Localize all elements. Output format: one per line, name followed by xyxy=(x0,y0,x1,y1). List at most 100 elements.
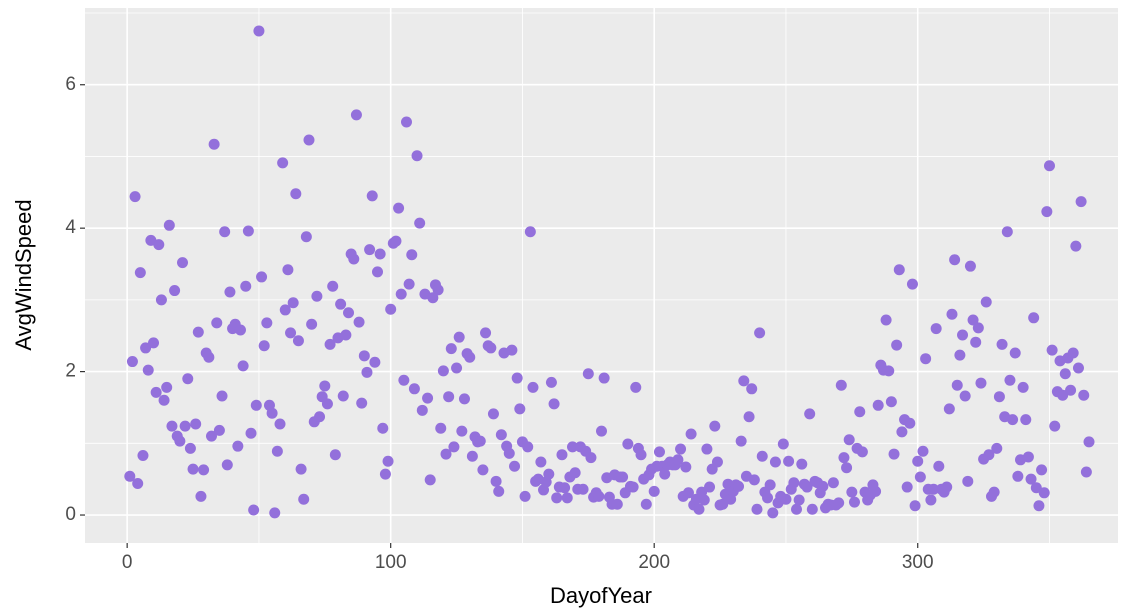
point xyxy=(395,288,407,300)
point xyxy=(198,464,210,476)
point xyxy=(933,460,945,472)
point xyxy=(680,461,692,473)
point xyxy=(685,428,697,440)
point xyxy=(1017,381,1029,393)
x-tick-label: 200 xyxy=(638,552,670,573)
point xyxy=(285,327,297,339)
point xyxy=(324,338,336,350)
point xyxy=(1028,312,1040,324)
point xyxy=(917,445,929,457)
point xyxy=(611,498,623,510)
point xyxy=(266,407,278,419)
point xyxy=(503,447,515,459)
point xyxy=(340,329,352,341)
point xyxy=(788,477,800,489)
point xyxy=(848,496,860,508)
point xyxy=(743,411,755,423)
point xyxy=(1022,451,1034,463)
point xyxy=(870,485,882,497)
point xyxy=(137,450,149,462)
point xyxy=(258,340,270,352)
point xyxy=(993,391,1005,403)
point xyxy=(914,471,926,483)
point xyxy=(764,479,776,491)
point xyxy=(427,292,439,304)
point xyxy=(1012,470,1024,482)
point xyxy=(545,376,557,388)
point xyxy=(635,449,647,461)
point xyxy=(930,323,942,335)
point xyxy=(440,448,452,460)
point xyxy=(414,217,426,229)
point xyxy=(382,455,394,467)
point xyxy=(920,353,932,365)
point xyxy=(754,327,766,339)
point xyxy=(891,339,903,351)
point xyxy=(245,427,257,439)
point xyxy=(717,498,729,510)
point xyxy=(762,492,774,504)
point xyxy=(451,362,463,374)
point xyxy=(783,455,795,467)
point xyxy=(1057,389,1069,401)
point xyxy=(559,482,571,494)
point xyxy=(704,481,716,493)
point xyxy=(287,297,299,309)
point xyxy=(551,492,563,504)
point xyxy=(885,396,897,408)
point xyxy=(711,456,723,468)
point xyxy=(393,202,405,214)
point xyxy=(806,503,818,515)
point xyxy=(398,374,410,386)
point xyxy=(567,441,579,453)
point xyxy=(767,507,779,519)
point xyxy=(140,342,152,354)
point xyxy=(928,483,940,495)
point xyxy=(1046,344,1058,356)
point xyxy=(350,109,362,121)
point xyxy=(192,326,204,338)
point xyxy=(943,403,955,415)
point xyxy=(435,422,447,434)
point xyxy=(1049,420,1061,432)
point xyxy=(271,445,283,457)
point xyxy=(1059,368,1071,380)
point xyxy=(675,443,687,455)
point xyxy=(240,280,252,292)
point xyxy=(596,425,607,437)
point xyxy=(445,343,457,355)
point xyxy=(1007,414,1019,426)
point xyxy=(282,264,294,276)
point xyxy=(996,338,1008,350)
point xyxy=(1065,384,1077,396)
point xyxy=(134,267,146,279)
point xyxy=(527,381,539,393)
point xyxy=(400,116,412,128)
point xyxy=(169,285,181,297)
point xyxy=(158,394,170,406)
point xyxy=(983,449,995,461)
point xyxy=(1083,436,1095,448)
point xyxy=(174,435,186,447)
point xyxy=(751,503,763,515)
point xyxy=(653,446,665,458)
point xyxy=(817,480,829,492)
y-tick-label: 4 xyxy=(65,217,76,238)
panel xyxy=(85,8,1118,543)
point xyxy=(777,438,789,450)
point xyxy=(372,266,384,278)
point xyxy=(269,507,281,519)
point xyxy=(300,231,312,243)
point xyxy=(364,244,376,256)
point xyxy=(648,485,660,497)
point xyxy=(904,417,916,429)
point xyxy=(361,366,373,378)
point xyxy=(896,426,908,438)
point xyxy=(253,25,265,37)
point xyxy=(949,254,961,266)
point xyxy=(1043,160,1055,172)
point xyxy=(385,303,397,315)
point xyxy=(150,386,162,398)
point xyxy=(187,463,199,475)
